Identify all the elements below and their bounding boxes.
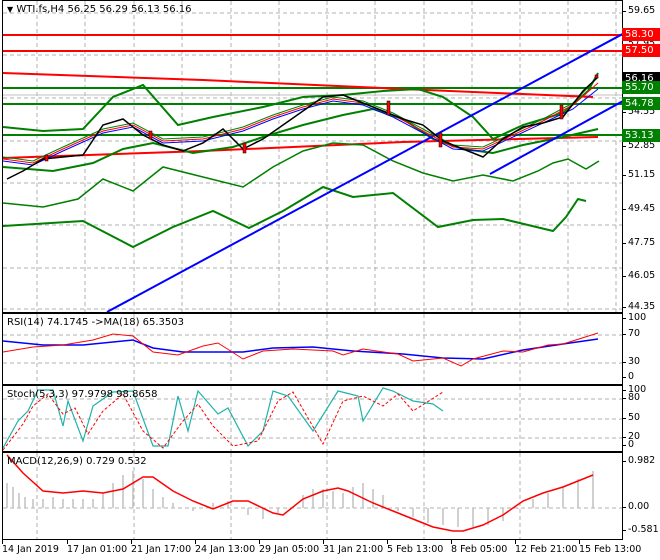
macd-tick: -0.581: [622, 524, 659, 535]
chart-header: ▼ WTI.fs,H4 56.25 56.29 56.13 56.16: [7, 4, 192, 15]
price-tick: 52.85: [621, 140, 656, 151]
price-tick: 46.05: [621, 270, 656, 281]
time-label: 8 Feb 05:00: [451, 544, 508, 555]
stoch-tick: 0: [621, 439, 635, 450]
time-label: 21 Jan 17:00: [131, 544, 192, 555]
time-label: 14 Jan 2019: [2, 544, 59, 555]
time-label: 24 Jan 13:00: [195, 544, 256, 555]
price-axis: 59.65 57.95 56.25 54.55 52.85 51.15 49.4…: [621, 0, 660, 312]
rsi-tick: 0: [621, 371, 635, 382]
price-tick: 51.15: [621, 169, 656, 180]
time-label: 5 Feb 13:00: [387, 544, 444, 555]
price-tick: 54.55: [621, 106, 656, 117]
macd-tick: 0.00: [621, 501, 650, 512]
main-price-chart[interactable]: ▼ WTI.fs,H4 56.25 56.29 56.13 56.16: [2, 0, 623, 313]
symbol-label: WTI.fs,H4: [16, 4, 65, 15]
rsi-label: RSI(14) 74.1745 ->MA(18) 65.3503: [7, 317, 184, 328]
rsi-canvas: [3, 314, 622, 384]
stoch-tick: 100: [621, 384, 647, 395]
macd-panel[interactable]: MACD(12,26,9) 0.729 0.532: [2, 452, 623, 540]
ohlc-values: 56.25 56.29 56.13 56.16: [67, 4, 192, 15]
time-label: 29 Jan 05:00: [259, 544, 320, 555]
macd-canvas: [3, 453, 622, 539]
rsi-tick: 30: [621, 356, 641, 367]
stoch-tick: 20: [621, 431, 641, 442]
time-label: 17 Jan 01:00: [67, 544, 128, 555]
price-tick: 59.65: [621, 5, 656, 16]
price-tick: 44.35: [621, 301, 656, 312]
macd-tick: 0.982: [621, 455, 656, 466]
time-label: 31 Jan 21:00: [323, 544, 384, 555]
stoch-canvas: [3, 386, 622, 451]
price-chart-canvas: [3, 1, 622, 312]
rsi-panel[interactable]: RSI(14) 74.1745 ->MA(18) 65.3503: [2, 313, 623, 385]
macd-label: MACD(12,26,9) 0.729 0.532: [7, 456, 147, 467]
triangle-down-icon[interactable]: ▼: [7, 5, 14, 14]
time-label: 12 Feb 21:00: [515, 544, 578, 555]
level-tag-55-70: 55.70: [622, 81, 660, 94]
stoch-axis: 100 80 50 20 0: [621, 384, 660, 450]
stoch-tick: 80: [621, 392, 641, 403]
rsi-axis: 100 70 30 0: [621, 312, 660, 383]
price-tick: 47.75: [621, 237, 656, 248]
rsi-tick: 70: [621, 328, 641, 339]
time-axis: 14 Jan 2019 17 Jan 01:00 21 Jan 17:00 24…: [0, 540, 660, 560]
stoch-tick: 50: [621, 412, 641, 423]
macd-axis: 0.982 0.00 -0.581: [621, 452, 660, 538]
price-tick: 49.45: [621, 203, 656, 214]
level-tag-54-78: 54.78: [622, 97, 660, 110]
level-tag-53-13: 53.13: [622, 129, 660, 142]
level-tag-57-50: 57.50: [622, 44, 660, 57]
rsi-tick: 100: [621, 312, 647, 323]
stochastic-panel[interactable]: Stoch(5,3,3) 97.9798 98.8658: [2, 385, 623, 452]
level-tag-58-30: 58.30: [622, 28, 660, 41]
time-label: 15 Feb 13:00: [579, 544, 642, 555]
stoch-label: Stoch(5,3,3) 97.9798 98.8658: [7, 389, 158, 400]
